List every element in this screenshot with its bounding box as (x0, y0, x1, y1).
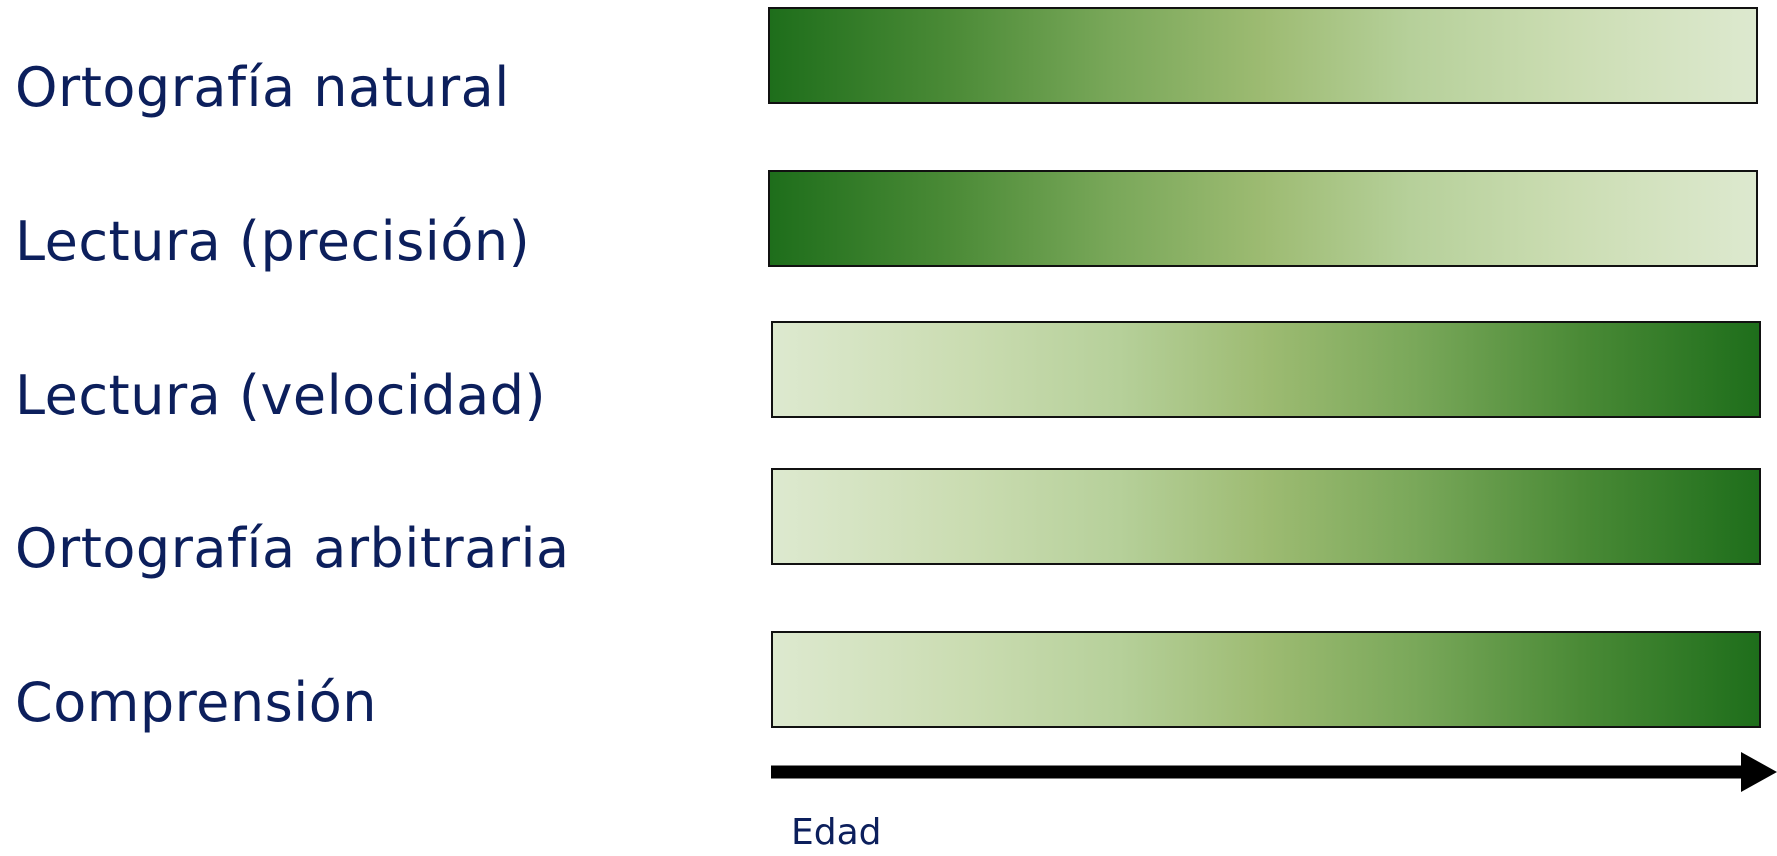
row-label-comprension: Comprensión (15, 671, 377, 734)
row-label-ortografia-natural: Ortografía natural (15, 56, 510, 119)
gradient-bar-comprension (771, 631, 1761, 728)
row-label-ortografia-arbitraria: Ortografía arbitraria (15, 517, 570, 580)
age-axis-arrow (771, 752, 1777, 792)
gradient-bar-lectura-precision (768, 170, 1758, 267)
axis-label-edad: Edad (791, 812, 882, 853)
gradient-bar-ortografia-arbitraria (771, 468, 1761, 565)
arrow-head-icon (1741, 752, 1777, 792)
gradient-bar-ortografia-natural (768, 7, 1758, 104)
row-label-lectura-velocidad: Lectura (velocidad) (15, 364, 547, 427)
row-label-lectura-precision: Lectura (precisión) (15, 210, 531, 273)
gradient-bar-lectura-velocidad (771, 321, 1761, 418)
